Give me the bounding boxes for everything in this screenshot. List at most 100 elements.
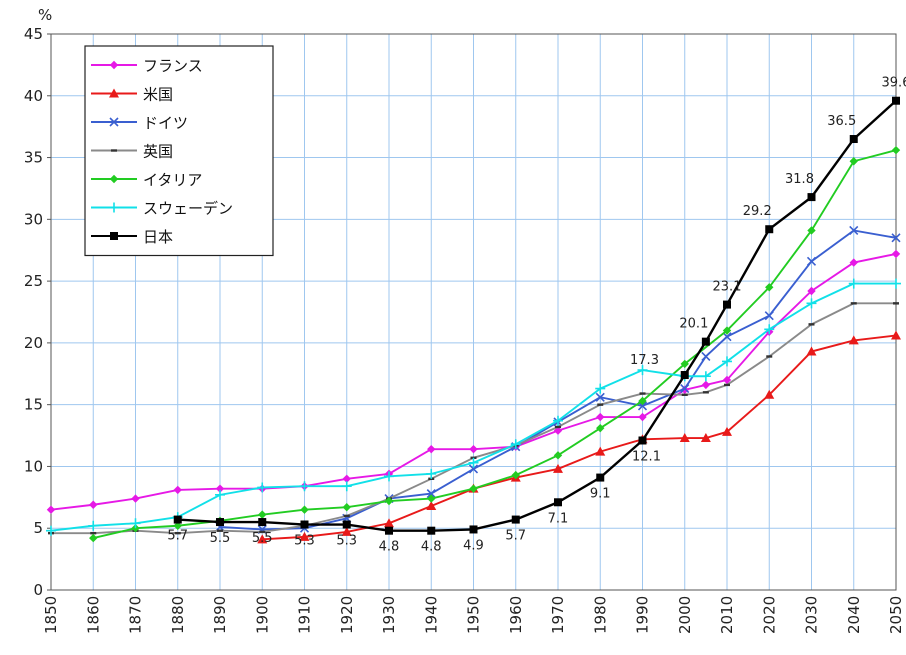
point (892, 96, 900, 105)
point (595, 392, 605, 402)
point (595, 446, 606, 456)
point (700, 433, 711, 443)
data-label: 4.8 (379, 540, 400, 555)
y-tick-label: 15 (24, 396, 43, 414)
x-axis: 1850 1860 1870 1880 1890 1900 1910 1920 1930 1940… (42, 596, 905, 634)
point (257, 534, 268, 544)
point (258, 518, 267, 527)
point (553, 451, 563, 460)
point (722, 326, 732, 335)
point (258, 510, 267, 519)
x-tick-label: 1990 (634, 596, 652, 634)
data-label: 17.3 (630, 353, 659, 368)
x-tick-label: 1900 (253, 596, 271, 634)
point (511, 470, 520, 480)
point (342, 503, 351, 512)
point (510, 439, 521, 450)
point (638, 396, 647, 406)
point (343, 514, 350, 518)
point (468, 464, 479, 474)
legend-label: 英国 (143, 143, 173, 161)
series-line (262, 334, 897, 541)
data-label: 5.7 (167, 529, 188, 544)
series-line (219, 229, 897, 531)
legend-item-1: 米国 (91, 86, 173, 104)
point (46, 505, 56, 514)
point (849, 157, 858, 166)
point (299, 481, 310, 492)
point (553, 463, 563, 473)
data-label: 4.8 (421, 540, 442, 555)
point (554, 498, 562, 507)
point (764, 311, 774, 321)
point (110, 232, 118, 240)
point (891, 233, 901, 243)
x-tick-label: 1910 (296, 596, 314, 634)
point (765, 283, 774, 292)
plot-frame (50, 33, 897, 591)
legend-item-4: イタリア (91, 171, 202, 189)
point (257, 482, 268, 493)
legend-item-3: 英国 (91, 143, 173, 161)
x-tick-label: 1870 (127, 596, 145, 634)
legend-label: 日本 (143, 228, 173, 246)
point (427, 444, 436, 454)
point (109, 174, 119, 184)
series-line (93, 149, 897, 540)
x-tick-label: 2030 (803, 596, 821, 634)
data-label: 9.1 (590, 487, 611, 502)
point (215, 489, 225, 500)
y-tick-label: 35 (24, 149, 43, 167)
point (469, 444, 478, 454)
unit-label: % (38, 6, 52, 24)
x-tick-label: 1940 (422, 596, 440, 634)
point (216, 518, 224, 527)
point (849, 258, 858, 267)
point (806, 298, 817, 309)
x-tick-label: 2040 (845, 596, 863, 634)
point (90, 531, 97, 535)
point (88, 520, 99, 531)
point (765, 225, 774, 234)
legend-item-2: ドイツ (91, 114, 188, 132)
data-label: 23.1 (713, 280, 742, 295)
data-label: 4.9 (463, 538, 484, 553)
legend-item-6: 日本 (91, 228, 173, 246)
point (426, 489, 436, 499)
point (341, 481, 352, 492)
point (46, 525, 56, 536)
point (639, 392, 646, 395)
point (891, 330, 901, 340)
point (109, 117, 119, 127)
point (596, 412, 605, 422)
legend-item-0: フランス (91, 57, 203, 75)
point (426, 500, 437, 510)
point (174, 531, 181, 535)
point (426, 468, 437, 479)
y-tick-label: 30 (24, 210, 43, 228)
point (807, 286, 816, 296)
x-tick-label: 1960 (507, 596, 525, 634)
series-layer (46, 96, 901, 544)
point (131, 494, 140, 503)
point (807, 226, 816, 235)
point (111, 149, 117, 152)
point (109, 88, 119, 98)
point (89, 533, 98, 543)
point (891, 145, 901, 155)
data-label: 31.8 (785, 172, 814, 187)
x-tick-label: 1920 (338, 596, 356, 634)
series-line (51, 302, 896, 535)
point (638, 436, 647, 445)
series-1 (257, 330, 901, 544)
data-label: 5.3 (294, 534, 315, 549)
y-axis: 0 5 10 15 20 25 30 35 40 45 (24, 25, 51, 599)
point (766, 355, 773, 358)
point (511, 515, 520, 524)
legend-label: ドイツ (143, 114, 188, 132)
point (702, 391, 709, 394)
data-label: 5.7 (505, 529, 526, 544)
point (848, 335, 859, 345)
point (553, 415, 563, 426)
